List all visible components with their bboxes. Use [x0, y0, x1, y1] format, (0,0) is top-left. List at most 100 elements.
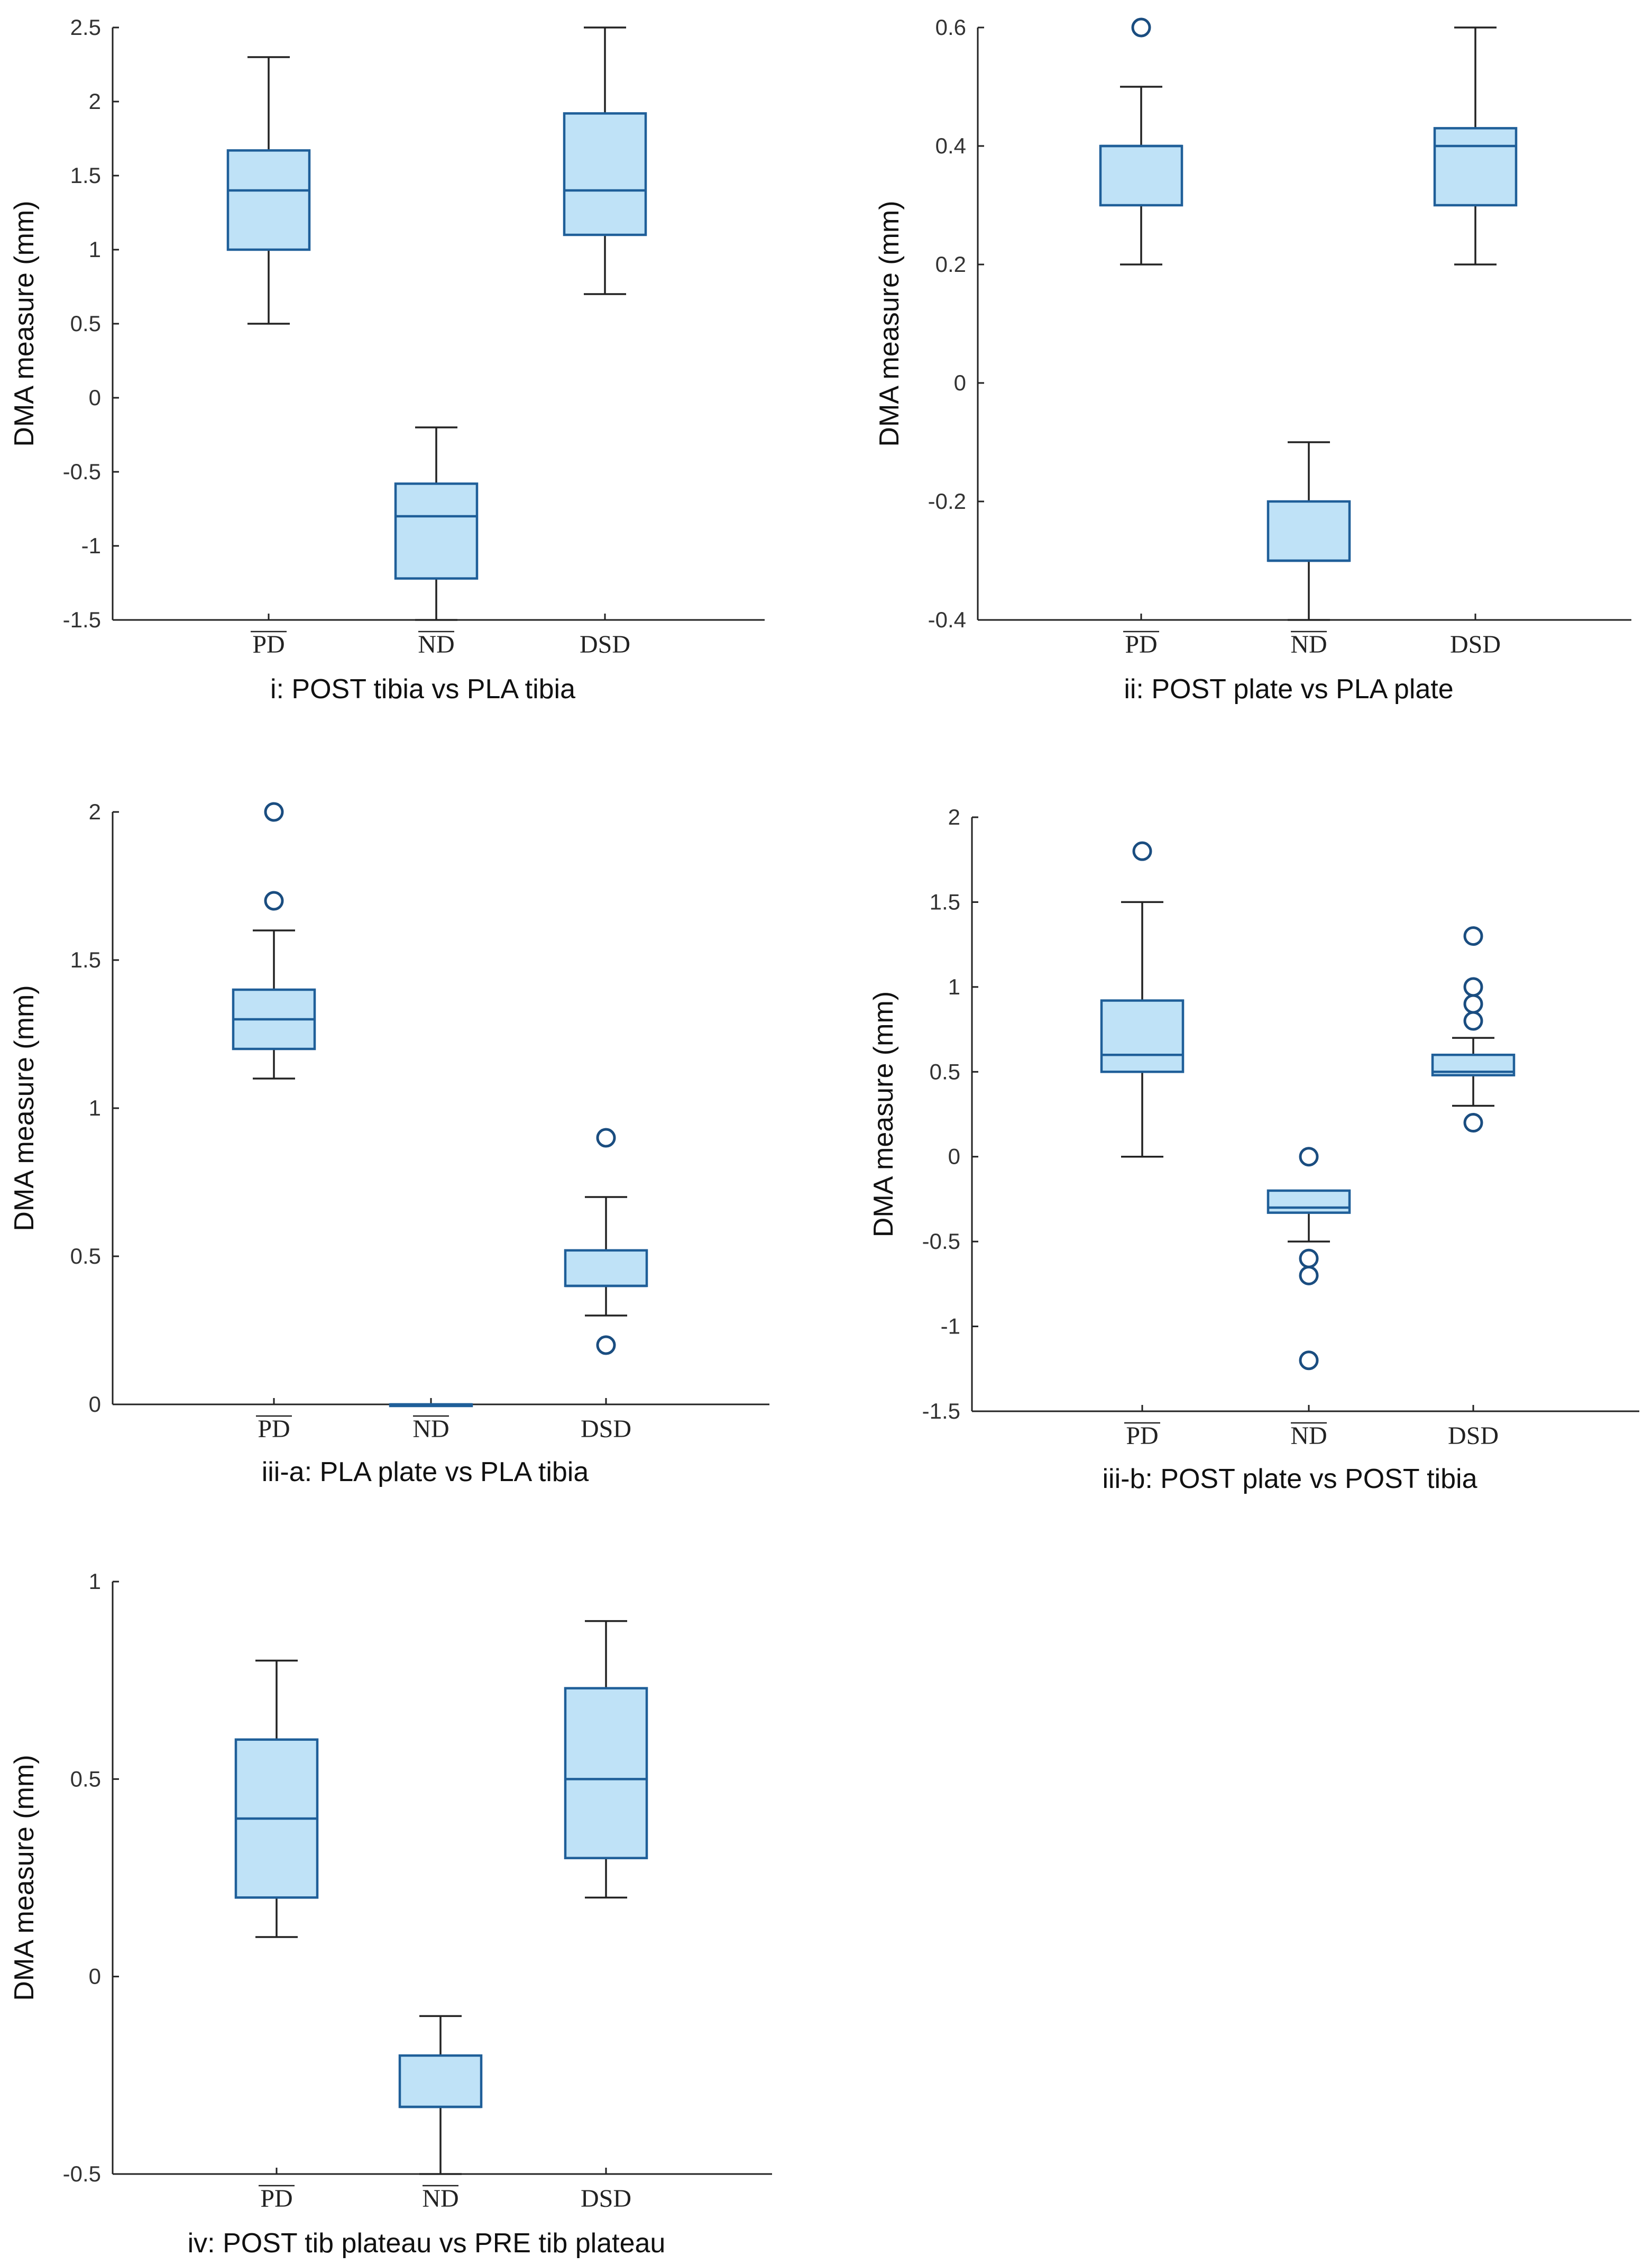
box-nd	[394, 426, 479, 621]
box-pd	[232, 802, 316, 1080]
panel-post-tibia-vs-pla-tibia: -1.5 -1 -0.5 0 0.5 1 1.5 2 2.5 DMA measure (mm) PD…	[9, 15, 765, 705]
outlier-point	[596, 1128, 616, 1148]
y-tick-label: 2	[89, 799, 101, 824]
y-tick-label: 1	[89, 237, 101, 262]
iqr-box	[226, 149, 311, 251]
y-tick-label: 0.2	[935, 252, 966, 277]
y-tick-label: 0.5	[70, 1244, 101, 1268]
iqr-box	[564, 1249, 648, 1287]
category-label-pd: PD	[1126, 1422, 1158, 1450]
outlier-point	[1132, 841, 1152, 861]
outlier-point	[1463, 926, 1483, 946]
outlier-point	[1299, 1147, 1319, 1167]
iqr-box	[1100, 999, 1185, 1073]
category-label-nd: ND	[422, 2185, 458, 2213]
outlier-point	[1131, 17, 1151, 38]
panel-post-plate-vs-post-tibia: -1.5 -1 -0.5 0 0.5 1 1.5 2 DMA measure (mm) PD ND D…	[868, 805, 1639, 1494]
y-tick-label: -0.4	[928, 607, 966, 632]
category-label-nd: ND	[1290, 631, 1327, 659]
iqr-box	[564, 1687, 648, 1859]
y-tick-label: 0.4	[935, 133, 966, 158]
iqr-box	[563, 112, 647, 236]
y-axis-label: DMA measure (mm)	[9, 985, 40, 1231]
y-tick-label: 1.5	[70, 163, 101, 188]
box-dsd	[563, 26, 647, 295]
category-label-pd: PD	[1125, 631, 1157, 659]
y-tick-label: 2	[948, 805, 960, 829]
box-pd	[234, 1659, 319, 1938]
category-label-dsd: DSD	[1450, 631, 1501, 659]
outlier-point	[264, 802, 284, 822]
category-label-pd: PD	[258, 1415, 290, 1443]
y-tick-label: 0.5	[70, 311, 101, 336]
y-tick-label: 1	[89, 1095, 101, 1120]
y-tick-label: -1.5	[63, 607, 101, 632]
y-tick-label: 0	[948, 1144, 960, 1169]
y-tick-label: 1	[89, 1569, 101, 1594]
category-label-dsd: DSD	[580, 631, 630, 659]
category-label-dsd: DSD	[581, 1415, 631, 1443]
y-tick-label: 0	[89, 385, 101, 410]
category-label-nd: ND	[1290, 1422, 1327, 1450]
y-axis-label: DMA measure (mm)	[9, 200, 40, 446]
category-label-dsd: DSD	[1448, 1422, 1499, 1450]
y-tick-label: 1.5	[930, 889, 960, 914]
iqr-box	[1099, 144, 1183, 207]
panel-caption: i: POST tibia vs PLA tibia	[270, 674, 575, 705]
outlier-point	[1299, 1248, 1319, 1268]
box-dsd	[1431, 926, 1516, 1133]
box-nd	[1266, 441, 1351, 621]
y-tick-label: 0	[89, 1392, 101, 1417]
iqr-box	[1433, 127, 1518, 207]
y-tick-label: -1.5	[922, 1399, 960, 1423]
panel-caption: iv: POST tib plateau vs PRE tib plateau	[188, 2228, 666, 2259]
iqr-box	[394, 482, 479, 580]
category-label-nd: ND	[418, 631, 454, 659]
iqr-box	[398, 2054, 483, 2108]
outlier-point	[1299, 1265, 1319, 1285]
box-nd	[398, 2015, 483, 2175]
category-label-pd: PD	[252, 631, 284, 659]
y-axis-label: DMA measure (mm)	[874, 200, 905, 446]
outlier-point	[1463, 977, 1483, 997]
box-pd	[1099, 17, 1183, 266]
panel-post-plate-vs-pla-plate: -0.4 -0.2 0 0.2 0.4 0.6 DMA measure (mm) PD ND DS…	[874, 15, 1631, 705]
panel-pla-plate-vs-pla-tibia: 0 0.5 1 1.5 2 DMA measure (mm) PD ND DSD iii-a: P…	[9, 799, 769, 1487]
y-tick-label: 0.6	[935, 15, 966, 40]
panel-post-plateau-vs-pre-plateau: -0.5 0 0.5 1 DMA measure (mm) PD ND DSD iv: POST…	[9, 1569, 772, 2259]
y-axis-label: DMA measure (mm)	[868, 991, 899, 1237]
y-tick-label: 0.5	[70, 1766, 101, 1791]
outlier-point	[1463, 1113, 1483, 1133]
iqr-box	[1266, 500, 1351, 562]
y-tick-label: 0	[89, 1964, 101, 1989]
y-tick-label: 1	[948, 974, 960, 999]
panel-caption: iii-a: PLA plate vs PLA tibia	[262, 1457, 589, 1487]
panel-caption: iii-b: POST plate vs POST tibia	[1102, 1464, 1477, 1494]
category-label-nd: ND	[412, 1415, 449, 1443]
box-nd	[389, 1403, 473, 1408]
panel-caption: ii: POST plate vs PLA plate	[1124, 674, 1453, 705]
y-axis-label: DMA measure (mm)	[9, 1755, 40, 2001]
outlier-point	[264, 891, 284, 911]
outlier-point	[1299, 1350, 1319, 1371]
y-tick-label: -0.5	[63, 459, 101, 484]
box-dsd	[1433, 26, 1518, 266]
y-tick-label: 1.5	[70, 947, 101, 972]
y-tick-label: -0.5	[922, 1229, 960, 1254]
outlier-point	[1463, 1011, 1483, 1031]
y-tick-label: 2.5	[70, 15, 101, 40]
iqr-box	[1266, 1189, 1351, 1214]
y-tick-label: -1	[81, 533, 101, 558]
category-label-pd: PD	[260, 2185, 292, 2213]
y-tick-label: -0.5	[63, 2161, 101, 2186]
box-dsd	[564, 1620, 648, 1899]
box-pd	[1100, 841, 1185, 1158]
y-tick-label: 0.5	[930, 1059, 960, 1084]
outlier-point	[596, 1335, 616, 1355]
y-tick-label: 0	[954, 370, 966, 395]
box-pd	[226, 56, 311, 325]
y-tick-label: -1	[941, 1314, 960, 1339]
y-tick-label: 2	[89, 89, 101, 114]
y-tick-label: -0.2	[928, 489, 966, 514]
